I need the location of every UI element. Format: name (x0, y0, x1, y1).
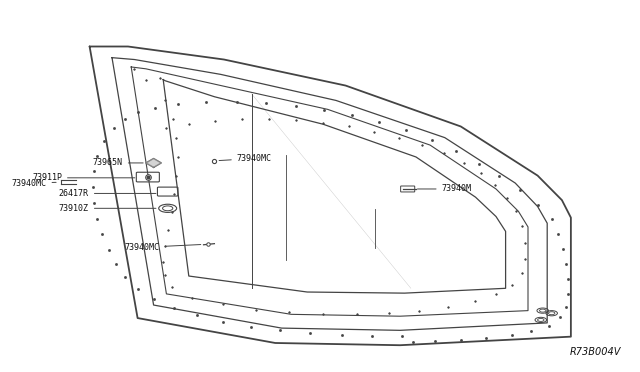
Text: 73965N: 73965N (93, 158, 143, 167)
Text: 73940MC: 73940MC (125, 243, 201, 252)
Text: 73911P: 73911P (32, 173, 135, 182)
Polygon shape (146, 158, 161, 167)
Text: R73B004V: R73B004V (570, 347, 621, 356)
Text: 73940M: 73940M (417, 185, 472, 193)
Text: 26417R: 26417R (59, 189, 156, 198)
Text: 73910Z: 73910Z (59, 204, 156, 213)
Text: 73940MC: 73940MC (12, 179, 56, 187)
Text: 73940MC: 73940MC (219, 154, 272, 163)
